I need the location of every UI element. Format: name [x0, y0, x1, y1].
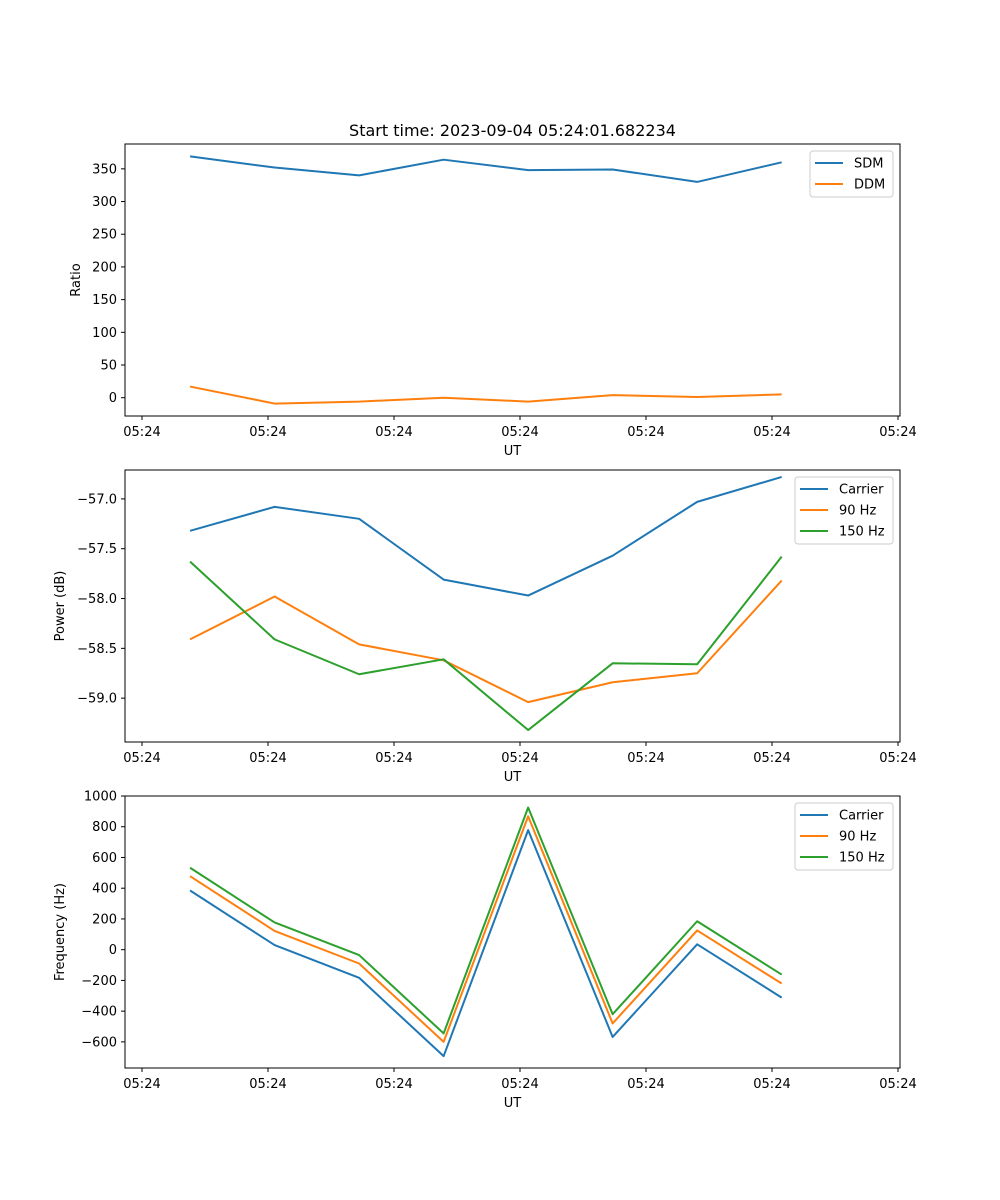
y-tick-label: −600: [81, 1035, 117, 1050]
legend-label: DDM: [854, 178, 885, 193]
series-line-ddm: [189, 385, 782, 405]
y-tick-label: 600: [92, 851, 117, 866]
chart-1: 0 50 100 150 200 250 300 350 05:24 05:24 05:24 05:2…: [69, 121, 917, 459]
x-tick-label: 05:24: [501, 751, 538, 766]
series-line-carrier: [189, 476, 782, 597]
y-tick-label: −200: [81, 974, 117, 989]
y-tick-label: −400: [81, 1005, 117, 1020]
y-tick-label: −57.0: [77, 492, 117, 507]
x-axis-label: UT: [504, 444, 522, 459]
chart-3: −600 −400 −200 0 200 400 600 800 1000 05:24 05:24 0…: [53, 790, 917, 1112]
y-tick-label: −59.0: [77, 692, 117, 707]
x-axis-label: UT: [504, 1096, 522, 1111]
x-tick-label: 05:24: [879, 751, 916, 766]
x-tick-label: 05:24: [249, 751, 286, 766]
series-line-150-hz: [189, 806, 783, 1035]
y-tick-label: 250: [92, 228, 117, 243]
x-tick-label: 05:24: [375, 1077, 412, 1092]
x-tick-label: 05:24: [375, 751, 412, 766]
x-axis-label: UT: [504, 770, 522, 785]
y-tick-label: 100: [92, 326, 117, 341]
y-tick-label: −58.5: [77, 642, 117, 657]
y-tick-label: 0: [109, 391, 117, 406]
x-tick-label: 05:24: [879, 425, 916, 440]
axes-frame: [124, 143, 901, 417]
x-tick-label: 05:24: [753, 425, 790, 440]
x-tick-label: 05:24: [375, 425, 412, 440]
legend-box: [794, 802, 894, 871]
x-tick-label: 05:24: [123, 1077, 160, 1092]
legend-label: 150 Hz: [839, 525, 885, 540]
series-line-sdm: [189, 155, 782, 183]
axes-frame: [124, 795, 901, 1069]
x-tick-label: 05:24: [123, 425, 160, 440]
y-tick-label: 200: [92, 260, 117, 275]
x-tick-label: 05:24: [753, 751, 790, 766]
y-tick-label: 50: [100, 359, 117, 374]
x-tick-label: 05:24: [249, 1077, 286, 1092]
x-tick-label: 05:24: [879, 1077, 916, 1092]
y-tick-label: 400: [92, 882, 117, 897]
y-tick-label: −58.0: [77, 592, 117, 607]
series-line-carrier: [189, 829, 783, 1058]
y-tick-label: 200: [92, 912, 117, 927]
y-tick-label: 1000: [84, 790, 117, 805]
y-tick-label: −57.5: [77, 542, 117, 557]
y-tick-label: 150: [92, 293, 117, 308]
y-tick-label: 800: [92, 820, 117, 835]
x-tick-label: 05:24: [627, 425, 664, 440]
legend-label: 90 Hz: [839, 830, 876, 845]
y-axis-label: Power (dB): [53, 571, 68, 642]
axes-frame: [124, 469, 901, 743]
series-line-90-hz: [189, 579, 783, 704]
y-tick-label: 0: [109, 943, 117, 958]
legend-label: Carrier: [839, 483, 884, 498]
y-tick-label: 350: [92, 162, 117, 177]
legend-label: Carrier: [839, 809, 884, 824]
series-line-90-hz: [189, 815, 783, 1043]
legend-label: 90 Hz: [839, 504, 876, 519]
y-axis-label: Ratio: [69, 263, 84, 296]
x-tick-label: 05:24: [753, 1077, 790, 1092]
x-tick-label: 05:24: [627, 751, 664, 766]
x-tick-label: 05:24: [123, 751, 160, 766]
y-tick-label: 300: [92, 195, 117, 210]
chart-2: −59.0 −58.5 −58.0 −57.5 −57.0 05:24 05:24 05:24…: [53, 469, 917, 785]
legend-box: [794, 476, 894, 545]
x-tick-label: 05:24: [501, 1077, 538, 1092]
x-tick-label: 05:24: [501, 425, 538, 440]
legend-label: SDM: [854, 157, 883, 172]
series-line-150-hz: [189, 556, 783, 732]
y-axis-label: Frequency (Hz): [53, 883, 68, 981]
chart-title: Start time: 2023-09-04 05:24:01.682234: [349, 121, 676, 140]
x-tick-label: 05:24: [627, 1077, 664, 1092]
legend-label: 150 Hz: [839, 851, 885, 866]
x-tick-label: 05:24: [249, 425, 286, 440]
